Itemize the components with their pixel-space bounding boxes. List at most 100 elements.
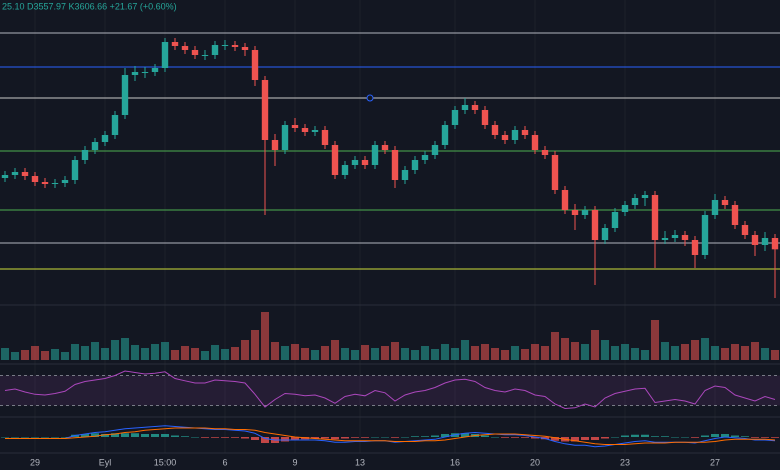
- macd-histogram-bar: [231, 437, 239, 438]
- volume-bar: [301, 348, 309, 360]
- candle-body: [311, 130, 319, 132]
- volume-bar: [571, 342, 579, 360]
- volume-bar: [531, 344, 539, 360]
- macd-histogram-bar: [431, 435, 439, 437]
- candle-body: [421, 155, 429, 160]
- volume-bar: [321, 346, 329, 360]
- volume-bar: [701, 338, 709, 360]
- candle-body: [131, 72, 139, 75]
- candle-body: [251, 50, 259, 80]
- macd-histogram-bar: [251, 437, 259, 440]
- x-tick-label: 13: [355, 457, 365, 467]
- volume-bar: [461, 340, 469, 360]
- volume-bar: [591, 330, 599, 360]
- volume-bar: [151, 344, 159, 360]
- candle-body: [471, 105, 479, 110]
- candle-body: [521, 130, 529, 135]
- rsi-line: [4, 370, 776, 410]
- macd-histogram-bar: [551, 437, 559, 441]
- macd-histogram-bar: [81, 434, 89, 437]
- volume-bar: [641, 350, 649, 360]
- candle-body: [51, 183, 59, 184]
- macd-histogram-bar: [771, 437, 779, 438]
- candle-body: [331, 145, 339, 175]
- macd-histogram-bar: [241, 437, 249, 439]
- macd-histogram-bar: [481, 435, 489, 437]
- volume-bar: [611, 346, 619, 360]
- volume-bar: [81, 346, 89, 360]
- macd-histogram-bar: [511, 437, 519, 438]
- volume-bar: [241, 340, 249, 360]
- candle-body: [641, 195, 649, 198]
- macd-histogram-bar: [731, 435, 739, 437]
- volume-bar: [311, 350, 319, 360]
- macd-histogram-bar: [721, 434, 729, 437]
- candle-body: [361, 160, 369, 165]
- macd-histogram-bar: [671, 437, 679, 438]
- candle-body: [271, 140, 279, 150]
- macd-histogram-bar: [421, 436, 429, 437]
- macd-histogram-bar: [581, 437, 589, 440]
- volume-bar: [421, 346, 429, 360]
- volume-bar: [521, 349, 529, 360]
- candle-body: [631, 198, 639, 205]
- volume-bar: [101, 348, 109, 360]
- rsi-band: [0, 375, 780, 406]
- macd-histogram-bar: [261, 437, 269, 443]
- macd-histogram-bar: [151, 434, 159, 437]
- candle-body: [21, 172, 29, 176]
- macd-histogram-bar: [121, 433, 129, 437]
- macd-histogram-bar: [131, 433, 139, 437]
- macd-histogram-bar: [651, 436, 659, 437]
- x-tick-label: 16: [450, 457, 460, 467]
- macd-histogram-bar: [751, 437, 759, 438]
- volume-bar: [501, 350, 509, 360]
- candle-body: [591, 210, 599, 240]
- volume-bar: [411, 350, 419, 360]
- candle-body: [771, 238, 779, 250]
- volume-bar: [351, 350, 359, 360]
- x-tick-label: 27: [710, 457, 720, 467]
- macd-histogram-bar: [611, 437, 619, 438]
- volume-bar: [741, 346, 749, 360]
- macd-histogram-bar: [321, 437, 329, 439]
- volume-bar: [511, 346, 519, 360]
- macd-histogram-bar: [741, 436, 749, 437]
- candle-body: [151, 68, 159, 72]
- macd-histogram-bar: [351, 437, 359, 438]
- volume-bar: [41, 351, 49, 360]
- volume-bar: [541, 346, 549, 360]
- candle-body: [711, 200, 719, 215]
- volume-bar: [331, 340, 339, 360]
- volume-bar: [491, 348, 499, 360]
- macd-histogram-bar: [501, 437, 509, 438]
- macd-histogram-bar: [331, 437, 339, 440]
- volume-bar: [401, 348, 409, 360]
- candle-body: [211, 45, 219, 55]
- macd-histogram-bar: [101, 434, 109, 437]
- x-tick-label: 29: [30, 457, 40, 467]
- candle-body: [571, 210, 579, 215]
- macd-histogram-bar: [181, 436, 189, 437]
- candle-body: [231, 45, 239, 47]
- volume-bar: [211, 345, 219, 360]
- candle-body: [621, 205, 629, 212]
- volume-bar: [341, 348, 349, 360]
- x-tick-label: 15:00: [154, 457, 177, 467]
- volume-bar: [51, 349, 59, 360]
- volume-bar: [621, 344, 629, 360]
- candle-body: [751, 235, 759, 245]
- candle-body: [1, 175, 9, 178]
- macd-histogram-bar: [91, 433, 99, 437]
- volume-bar: [181, 346, 189, 360]
- volume-bar: [71, 344, 79, 360]
- volume-bar: [661, 342, 669, 360]
- macd-line: [5, 427, 776, 445]
- macd-histogram-bar: [61, 437, 69, 438]
- macd-histogram-bar: [371, 437, 379, 438]
- candle-body: [581, 210, 589, 215]
- volume-bar: [381, 346, 389, 360]
- candle-body: [491, 125, 499, 135]
- x-tick-label: 6: [222, 457, 227, 467]
